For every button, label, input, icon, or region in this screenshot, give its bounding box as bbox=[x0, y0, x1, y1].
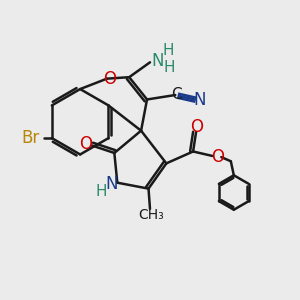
Text: Br: Br bbox=[21, 128, 39, 146]
Text: N: N bbox=[151, 52, 164, 70]
Text: O: O bbox=[211, 148, 224, 166]
Text: H: H bbox=[95, 184, 107, 199]
Text: CH₃: CH₃ bbox=[139, 208, 164, 222]
Text: O: O bbox=[79, 135, 92, 153]
Text: N: N bbox=[194, 91, 206, 109]
Text: H: H bbox=[164, 60, 175, 75]
Text: O: O bbox=[103, 70, 116, 88]
Text: C: C bbox=[171, 87, 182, 102]
Text: H: H bbox=[163, 43, 175, 58]
Text: N: N bbox=[105, 175, 118, 193]
Text: O: O bbox=[190, 118, 203, 136]
